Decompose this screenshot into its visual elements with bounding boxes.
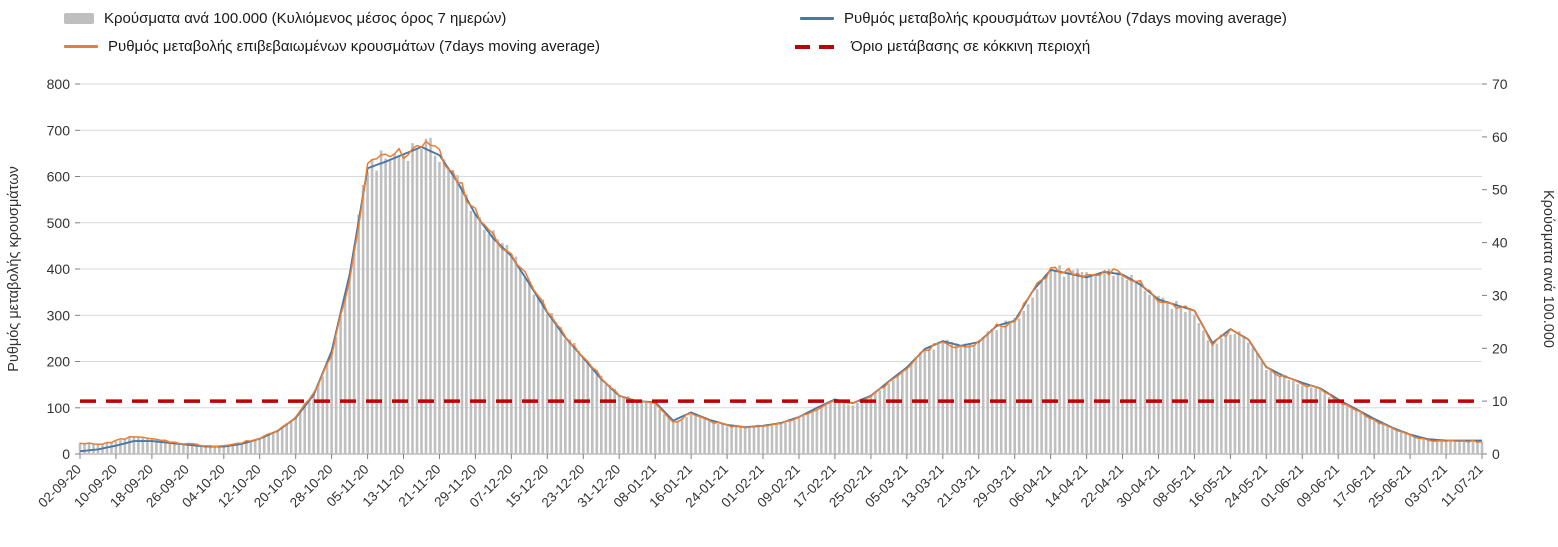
confirmed-rate-line — [79, 140, 1483, 448]
right-axis-tick-label: 20 — [1492, 340, 1508, 356]
legend: Κρούσματα ανά 100.000 (Κυλιόμενος μέσος … — [0, 0, 1558, 72]
right-axis-title: Κρούσματα ανά 100.000 — [1540, 190, 1556, 348]
left-axis-tick-label: 300 — [47, 307, 71, 323]
left-axis-tick-label: 200 — [47, 354, 71, 370]
right-axis-tick-label: 50 — [1492, 182, 1508, 198]
right-axis: 0 10 20 30 40 50 60 70 — [1482, 76, 1508, 462]
left-axis-tick-label: 500 — [47, 215, 71, 231]
right-axis-tick-label: 40 — [1492, 235, 1508, 251]
threshold-dash-swatch — [795, 44, 841, 49]
model-line-swatch — [800, 17, 834, 20]
chart-svg: 0 100 200 300 400 500 600 700 800 0 10 20 30 40 50 60 70… — [6, 76, 1556, 510]
cases-bar-swatch — [64, 13, 94, 24]
legend-label-confirmed-line: Ρυθμός μεταβολής επιβεβαιωμένων κρουσμάτ… — [108, 38, 600, 55]
confirmed-line-swatch — [64, 45, 98, 48]
left-axis-title: Ρυθμός μεταβολής κρουσμάτων — [6, 166, 22, 372]
right-axis-tick-label: 30 — [1492, 287, 1508, 303]
legend-label-model-line: Ρυθμός μεταβολής κρουσμάτων μοντέλου (7d… — [844, 10, 1287, 27]
left-axis-tick-label: 800 — [47, 76, 71, 92]
right-axis-tick-label: 10 — [1492, 393, 1508, 409]
legend-label-cases-bars: Κρούσματα ανά 100.000 (Κυλιόμενος μέσος … — [104, 10, 507, 27]
left-axis: 0 100 200 300 400 500 600 700 800 — [47, 76, 80, 462]
legend-item-confirmed-line: Ρυθμός μεταβολής επιβεβαιωμένων κρουσμάτ… — [64, 38, 600, 55]
left-axis-tick-label: 700 — [47, 122, 71, 138]
legend-item-threshold: Όριο μετάβασης σε κόκκινη περιοχή — [795, 38, 1090, 55]
right-axis-tick-label: 60 — [1492, 129, 1508, 145]
right-axis-tick-label: 0 — [1492, 446, 1500, 462]
legend-label-threshold: Όριο μετάβασης σε κόκκινη περιοχή — [851, 38, 1091, 55]
legend-item-model-line: Ρυθμός μεταβολής κρουσμάτων μοντέλου (7d… — [800, 10, 1287, 27]
left-axis-tick-label: 100 — [47, 400, 71, 416]
x-axis: 02-09-2010-09-2018-09-2026-09-2004-10-20… — [35, 454, 1486, 510]
left-axis-tick-label: 600 — [47, 169, 71, 185]
legend-item-cases-bars: Κρούσματα ανά 100.000 (Κυλιόμενος μέσος … — [64, 10, 506, 27]
right-axis-tick-label: 70 — [1492, 76, 1508, 92]
left-axis-tick-label: 400 — [47, 261, 71, 277]
cases-bars-series — [78, 137, 1484, 455]
left-axis-tick-label: 0 — [62, 446, 70, 462]
